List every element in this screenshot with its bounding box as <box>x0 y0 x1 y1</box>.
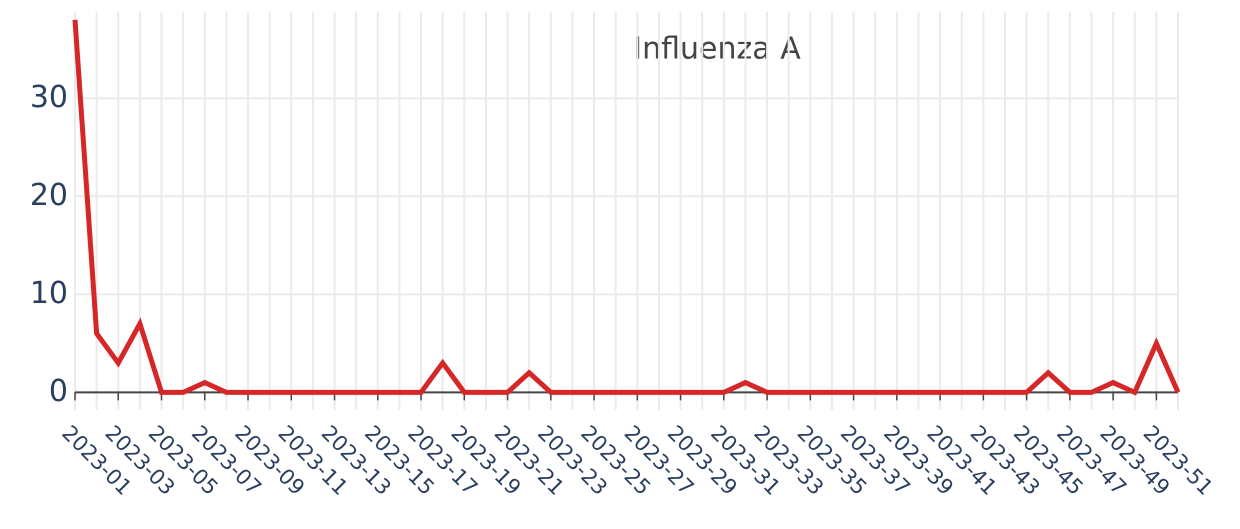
y-tick-label: 0 <box>49 374 68 409</box>
y-tick-label: 10 <box>30 276 68 311</box>
chart-title: Influenza A <box>633 32 801 67</box>
line <box>72 19 1181 396</box>
y-tick-label: 30 <box>30 80 68 115</box>
y-tick-label: 20 <box>30 178 68 213</box>
